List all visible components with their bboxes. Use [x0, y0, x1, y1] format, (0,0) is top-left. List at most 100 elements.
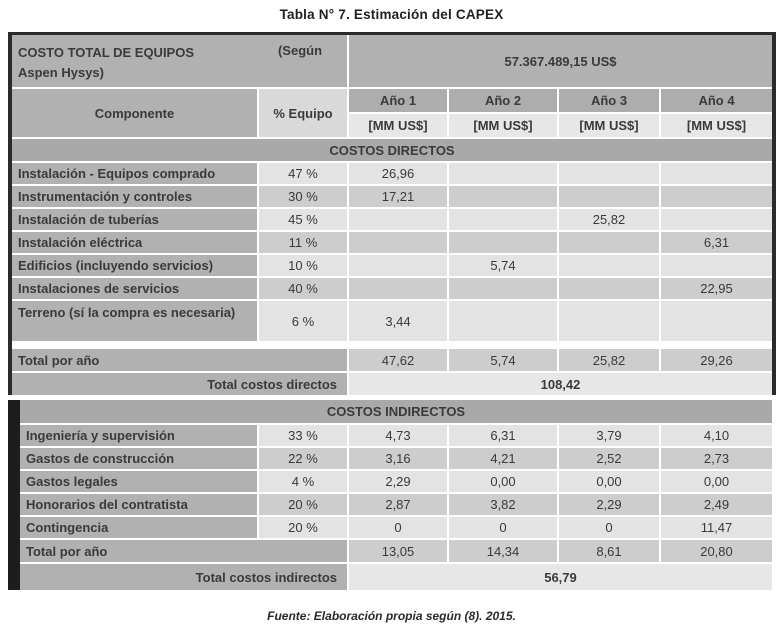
value-cell [349, 278, 447, 299]
value-cell [661, 209, 772, 230]
value-cell: 4,73 [349, 425, 447, 446]
section-header-direct-costs: COSTOS DIRECTOS [12, 139, 772, 161]
row-label: Gastos de construcción [20, 448, 257, 469]
row-label: Honorarios del contratista [20, 494, 257, 515]
direct-total-cell: 29,26 [661, 349, 772, 371]
value-cell: 0,00 [449, 471, 557, 492]
row-label: Instalación - Equipos comprado [12, 163, 257, 184]
pct-cell: 30 % [259, 186, 347, 207]
column-header-year-1: Año 1 [349, 89, 447, 112]
indirect-grand-total: 56,79 [349, 564, 772, 590]
value-cell [559, 301, 659, 341]
value-cell [559, 232, 659, 253]
value-cell [559, 186, 659, 207]
indirect-total-cell: 8,61 [559, 540, 659, 562]
value-cell [349, 232, 447, 253]
value-cell: 0 [349, 517, 447, 538]
page-title: Tabla N° 7. Estimación del CAPEX [279, 7, 504, 22]
value-cell: 3,82 [449, 494, 557, 515]
indirect-total-cell: 20,80 [661, 540, 772, 562]
value-cell [449, 278, 557, 299]
value-cell: 2,87 [349, 494, 447, 515]
pct-cell: 4 % [259, 471, 347, 492]
pct-cell: 20 % [259, 494, 347, 515]
indirect-costs-block: COSTOS INDIRECTOS Ingeniería y supervisi… [8, 400, 776, 590]
row-label: Contingencia [20, 517, 257, 538]
value-cell: 2,52 [559, 448, 659, 469]
value-cell: 22,95 [661, 278, 772, 299]
section-header-indirect-costs: COSTOS INDIRECTOS [20, 400, 772, 423]
unit-header: [MM US$] [449, 114, 557, 137]
capex-table: COSTO TOTAL DE EQUIPOS Aspen Hysys) (Seg… [8, 32, 776, 590]
pct-cell: 10 % [259, 255, 347, 276]
row-label: Instalación eléctrica [12, 232, 257, 253]
segun-label: (Según [277, 43, 323, 58]
pct-cell: 47 % [259, 163, 347, 184]
value-cell: 5,74 [449, 255, 557, 276]
row-label: Instrumentación y controles [12, 186, 257, 207]
value-cell: 0 [449, 517, 557, 538]
column-header-componente: Componente [12, 89, 257, 137]
value-cell [559, 255, 659, 276]
value-cell: 0,00 [559, 471, 659, 492]
source-caption: Fuente: Elaboración propia según (8). 20… [267, 609, 516, 623]
value-cell: 3,79 [559, 425, 659, 446]
row-label: Instalaciones de servicios [12, 278, 257, 299]
value-cell [449, 232, 557, 253]
value-cell [349, 255, 447, 276]
value-cell: 3,44 [349, 301, 447, 341]
pct-cell: 33 % [259, 425, 347, 446]
value-cell: 4,21 [449, 448, 557, 469]
value-cell [559, 163, 659, 184]
value-cell: 2,49 [661, 494, 772, 515]
column-header-year-4: Año 4 [661, 89, 772, 112]
direct-total-cell: 25,82 [559, 349, 659, 371]
direct-total-cell: 5,74 [449, 349, 557, 371]
column-header-year-3: Año 3 [559, 89, 659, 112]
value-cell [449, 301, 557, 341]
value-cell [449, 163, 557, 184]
value-cell: 26,96 [349, 163, 447, 184]
direct-costs-block: COSTO TOTAL DE EQUIPOS Aspen Hysys) (Seg… [8, 32, 776, 395]
value-cell [559, 278, 659, 299]
unit-header: [MM US$] [349, 114, 447, 137]
row-label: Ingeniería y supervisión [20, 425, 257, 446]
column-header-year-2: Año 2 [449, 89, 557, 112]
value-cell: 6,31 [449, 425, 557, 446]
value-cell: 2,73 [661, 448, 772, 469]
value-cell: 3,16 [349, 448, 447, 469]
equip-total-amount: 57.367.489,15 US$ [349, 35, 772, 87]
indirect-grand-label: Total costos indirectos [20, 564, 347, 590]
column-header-pct-equipo: % Equipo [259, 89, 347, 137]
indirect-total-label: Total por año [20, 540, 347, 562]
equip-total-label-cell: COSTO TOTAL DE EQUIPOS Aspen Hysys) (Seg… [12, 35, 347, 87]
direct-total-label: Total por año [12, 349, 347, 371]
unit-header: [MM US$] [661, 114, 772, 137]
value-cell: 17,21 [349, 186, 447, 207]
pct-cell: 6 % [259, 301, 347, 341]
value-cell [449, 209, 557, 230]
value-cell [661, 255, 772, 276]
row-label: Gastos legales [20, 471, 257, 492]
unit-header: [MM US$] [559, 114, 659, 137]
direct-total-cell: 47,62 [349, 349, 447, 371]
equip-total-label: COSTO TOTAL DE EQUIPOS Aspen Hysys) [18, 45, 195, 80]
pct-cell: 22 % [259, 448, 347, 469]
value-cell: 2,29 [349, 471, 447, 492]
direct-grand-total: 108,42 [349, 373, 772, 395]
value-cell: 0,00 [661, 471, 772, 492]
pct-cell: 20 % [259, 517, 347, 538]
pct-cell: 40 % [259, 278, 347, 299]
value-cell: 6,31 [661, 232, 772, 253]
value-cell [661, 163, 772, 184]
spacer-row [12, 343, 772, 347]
value-cell: 2,29 [559, 494, 659, 515]
direct-grand-label: Total costos directos [12, 373, 347, 395]
value-cell: 0 [559, 517, 659, 538]
value-cell: 11,47 [661, 517, 772, 538]
pct-cell: 11 % [259, 232, 347, 253]
row-label: Terreno (sí la compra es necesaria) [12, 301, 257, 341]
indirect-total-cell: 13,05 [349, 540, 447, 562]
indirect-total-cell: 14,34 [449, 540, 557, 562]
value-cell [661, 186, 772, 207]
